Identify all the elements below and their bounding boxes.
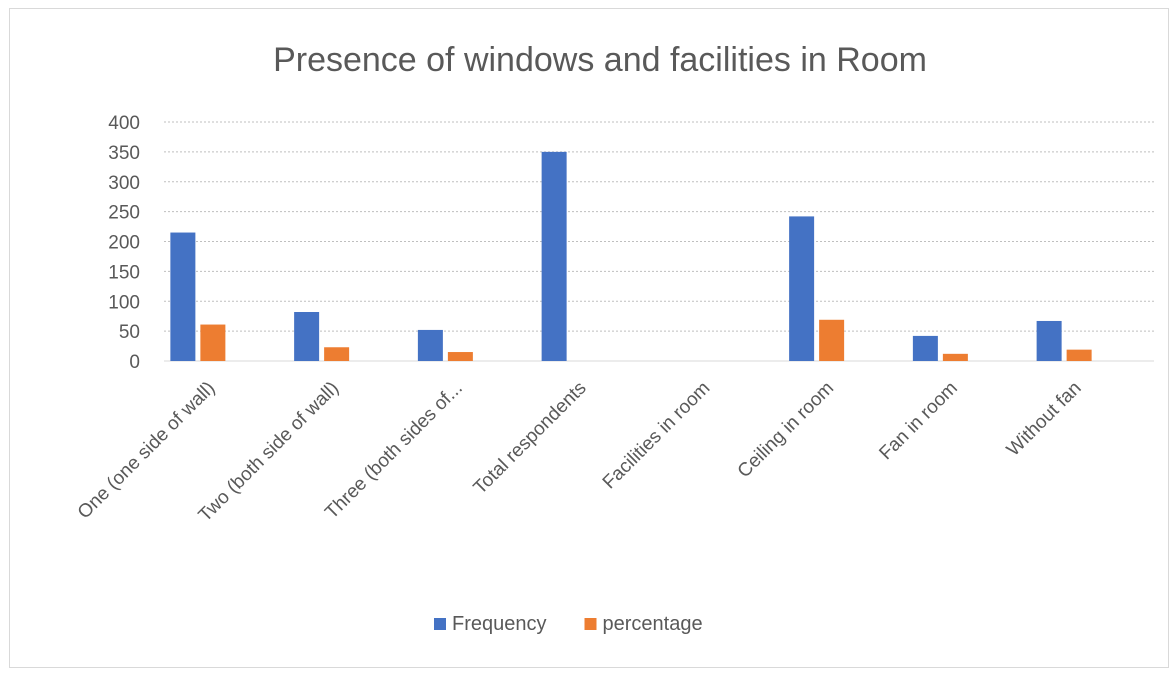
y-axis-tick-labels: 0 50 100 150 200 250 300 350 400 — [108, 113, 140, 373]
y-tick-label: 150 — [108, 262, 140, 283]
y-tick-label: 400 — [108, 113, 140, 134]
bar-percentage — [200, 324, 226, 361]
legend-swatch — [584, 618, 597, 630]
bar-frequency — [789, 216, 815, 361]
bar-percentage — [819, 319, 845, 361]
bar-frequency — [170, 232, 196, 361]
y-tick-label: 350 — [108, 143, 140, 164]
bar-chart: Presence of windows and facilities in Ro… — [74, 41, 1154, 635]
bar-percentage — [447, 352, 473, 361]
bar-frequency — [294, 312, 320, 361]
x-category-label: Fan in room — [875, 378, 962, 465]
legend-label: percentage — [603, 613, 703, 635]
bars — [170, 151, 1092, 361]
chart-title: Presence of windows and facilities in Ro… — [273, 41, 927, 79]
legend-swatch — [434, 618, 446, 630]
x-category-label: Facilities in room — [599, 378, 715, 494]
bar-percentage — [942, 353, 968, 361]
y-tick-label: 250 — [108, 203, 140, 224]
y-tick-label: 0 — [129, 352, 140, 373]
x-axis-category-labels: One (one side of wall)Two (both side of … — [74, 378, 1086, 527]
x-category-label: Two (both side of wall) — [195, 378, 344, 527]
bar-frequency — [417, 329, 443, 361]
x-category-label: One (one side of wall) — [74, 378, 220, 524]
y-tick-label: 100 — [108, 292, 140, 313]
gridlines — [164, 121, 1154, 362]
legend-label: Frequency — [452, 613, 547, 635]
x-category-label: Total respondents — [470, 378, 591, 499]
legend: Frequency percentage — [434, 613, 703, 635]
y-tick-label: 300 — [108, 173, 140, 194]
y-tick-label: 200 — [108, 233, 140, 254]
x-category-label: Ceiling in room — [734, 378, 838, 482]
bar-frequency — [912, 335, 938, 361]
bar-percentage — [324, 347, 350, 361]
x-category-label: Without fan — [1003, 378, 1086, 461]
bar-frequency — [541, 151, 567, 361]
bar-percentage — [1066, 349, 1092, 361]
y-tick-label: 50 — [119, 322, 140, 343]
bar-frequency — [1036, 320, 1062, 361]
chart-frame: Presence of windows and facilities in Ro… — [9, 8, 1169, 668]
x-category-label: Three (both sides of... — [321, 378, 467, 524]
